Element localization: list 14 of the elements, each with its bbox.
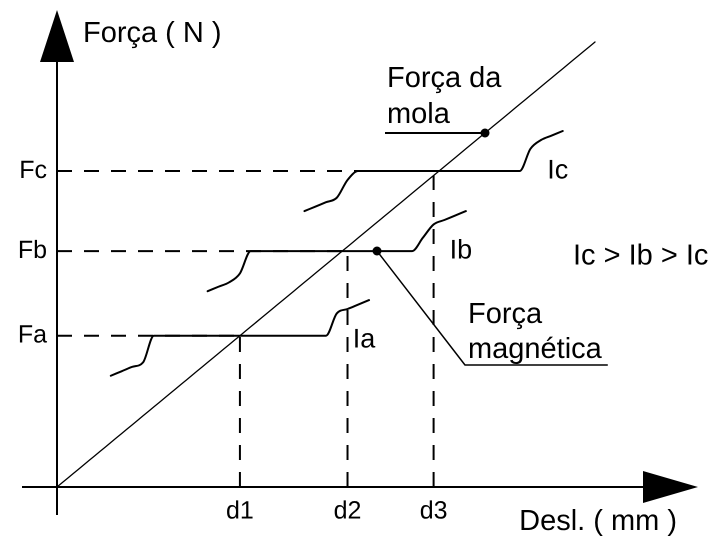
ref-line-label: Fc xyxy=(19,156,47,184)
y-axis-title: Força ( N ) xyxy=(83,17,222,49)
annotation: Força magnética xyxy=(468,298,603,366)
ref-line-label: Fb xyxy=(18,236,47,264)
x-tick-label: d2 xyxy=(334,496,362,524)
series-label: Ic xyxy=(547,154,568,184)
x-tick-label: d1 xyxy=(226,496,254,524)
x-axis-title: Desl. ( mm ) xyxy=(519,505,677,537)
annotation: Força da mola xyxy=(386,62,502,130)
ref-line-label: Fa xyxy=(18,320,48,349)
x-tick-label: d3 xyxy=(420,496,448,524)
series-label: Ib xyxy=(450,234,472,265)
annotation: Ic > Ib > Ic xyxy=(573,240,708,272)
series-label: Ia xyxy=(352,324,376,354)
